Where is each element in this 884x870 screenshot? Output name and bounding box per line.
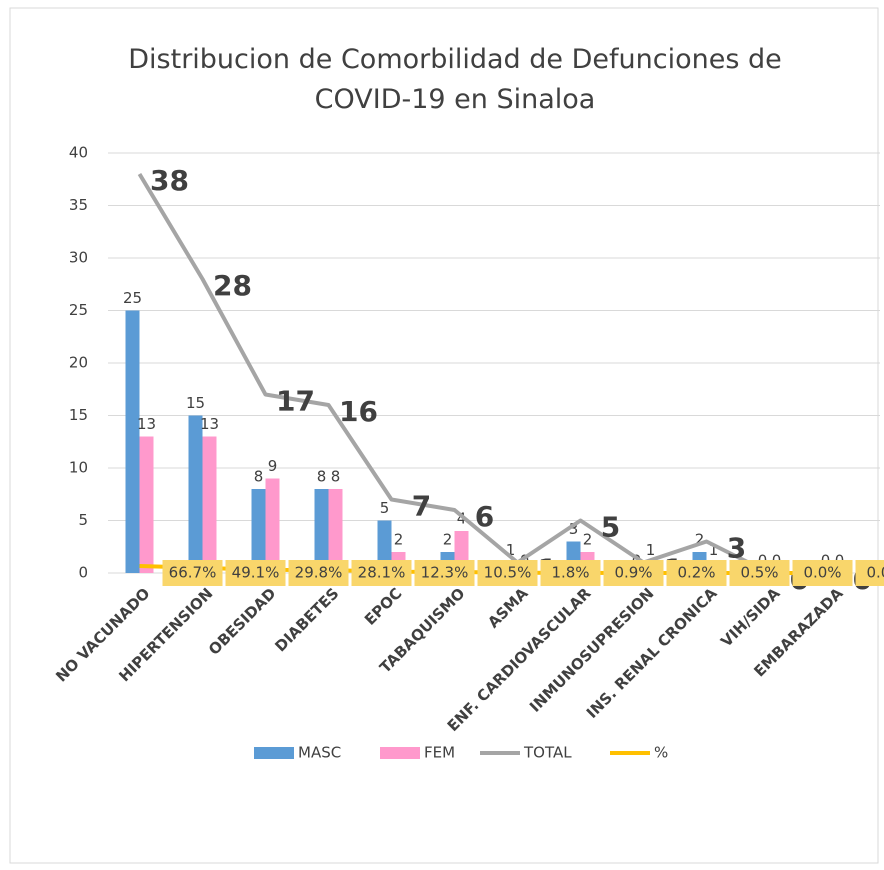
value-label-box: [162, 560, 223, 586]
legend-swatch: [254, 747, 294, 759]
bar-label: 13: [200, 415, 219, 433]
y-tick-label: 25: [69, 301, 88, 319]
chart-border: [9, 7, 879, 864]
legend-label: %: [654, 744, 668, 762]
bar-label: 8: [331, 468, 341, 486]
value-label: 28.1%: [358, 564, 406, 582]
total-label: 5: [601, 511, 620, 544]
y-tick-label: 35: [69, 196, 88, 214]
y-tick-label: 0: [78, 564, 88, 582]
bar-label: 1: [709, 541, 719, 559]
total-label: 28: [213, 269, 252, 302]
value-label-box: [288, 560, 349, 586]
bar-label: 1: [646, 541, 656, 559]
bar-label: 9: [268, 457, 278, 475]
bar-label: 25: [123, 289, 142, 307]
bar-label: 3: [569, 520, 579, 538]
y-tick-label: 30: [69, 249, 88, 267]
bar-label: 5: [380, 499, 390, 517]
y-tick-label: 5: [78, 511, 88, 529]
value-label-box: [792, 560, 853, 586]
value-label: 10.5%: [484, 564, 532, 582]
value-label-box: [729, 560, 790, 586]
value-label: 0.2%: [677, 564, 715, 582]
value-label-box: [414, 560, 475, 586]
bar: [265, 478, 280, 573]
value-label: 29.8%: [295, 564, 343, 582]
total-label: 16: [339, 395, 378, 428]
bar: [139, 436, 154, 573]
total-label: 7: [412, 490, 431, 523]
value-label: 0.9%: [614, 564, 652, 582]
y-tick-label: 20: [69, 354, 88, 372]
bar-label: 13: [137, 415, 156, 433]
value-label-box: [351, 560, 412, 586]
bar: [377, 520, 392, 573]
value-label-box: [666, 560, 727, 586]
value-label: 49.1%: [232, 564, 280, 582]
legend-label: MASC: [298, 744, 341, 762]
bar: [188, 415, 203, 573]
value-label: 66.7%: [169, 564, 217, 582]
value-label: 0.5%: [740, 564, 778, 582]
value-label: 0.0%: [803, 564, 841, 582]
line: [137, 172, 833, 575]
bar: [314, 489, 329, 573]
y-tick-label: 40: [69, 144, 88, 162]
total-label: 3: [727, 532, 746, 565]
bar: [251, 489, 266, 573]
bar-label: 8: [317, 468, 327, 486]
bar-label: 2: [394, 531, 404, 549]
value-label-box: [540, 560, 601, 586]
y-tick-label: 15: [69, 406, 88, 424]
value-label-box: [855, 560, 884, 586]
chart-title: Distribucion de Comorbilidad de Defuncio…: [128, 44, 781, 115]
bar-label: 8: [254, 468, 264, 486]
y-tick-label: 10: [69, 459, 88, 477]
bar-label: 4: [457, 510, 467, 528]
bar: [125, 310, 140, 573]
value-label: 0.0%: [866, 564, 884, 582]
value-label: 12.3%: [421, 564, 469, 582]
value-label: 1.8%: [551, 564, 589, 582]
total-label: 6: [475, 500, 494, 533]
bar-label: 15: [186, 394, 205, 412]
total-label: 17: [276, 385, 315, 418]
bar-label: 2: [695, 531, 705, 549]
bar-label: 2: [583, 531, 593, 549]
total-label: 38: [150, 164, 189, 197]
value-label-box: [477, 560, 538, 586]
value-label-box: [603, 560, 664, 586]
bar: [202, 436, 217, 573]
legend-swatch: [380, 747, 420, 759]
legend-label: TOTAL: [523, 744, 572, 762]
value-label-box: [225, 560, 286, 586]
bar-label: 1: [506, 541, 516, 559]
bar: [328, 489, 343, 573]
legend-label: FEM: [424, 744, 455, 762]
bar-label: 2: [443, 531, 453, 549]
